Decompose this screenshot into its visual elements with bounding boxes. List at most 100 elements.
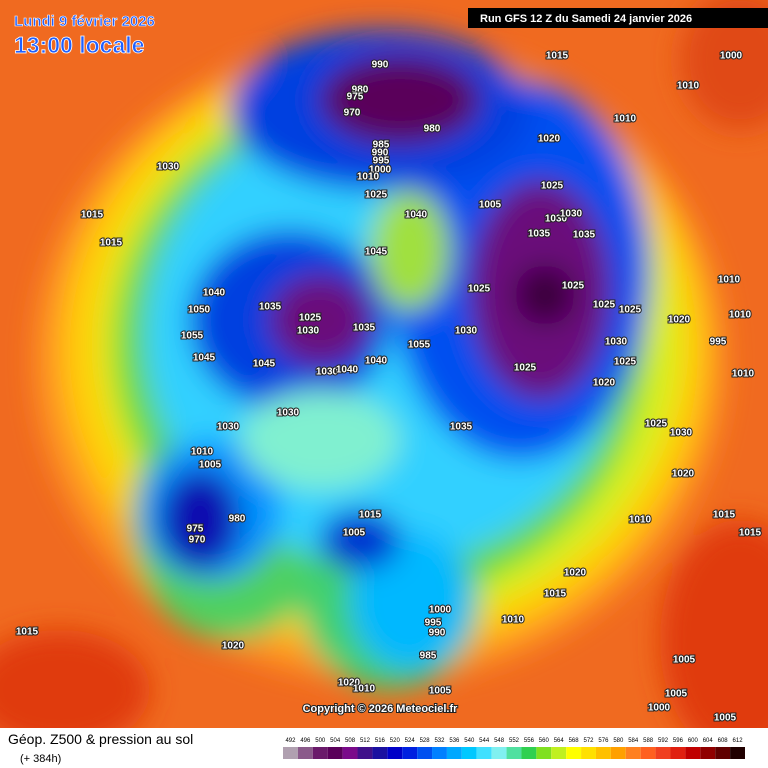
colorbar-label: 612 bbox=[733, 738, 744, 744]
colorbar-label: 544 bbox=[479, 738, 490, 744]
colorbar-label: 580 bbox=[613, 738, 624, 744]
pressure-label: 970 bbox=[189, 535, 206, 546]
pressure-label: 1020 bbox=[672, 469, 695, 480]
pressure-label: 1005 bbox=[343, 528, 366, 539]
pressure-label: 1020 bbox=[538, 134, 561, 145]
colorbar-label: 548 bbox=[494, 738, 505, 744]
run-box bbox=[468, 8, 768, 28]
pressure-label: 1035 bbox=[450, 422, 473, 433]
pressure-label: 1030 bbox=[316, 367, 339, 378]
pressure-label: 1045 bbox=[365, 247, 388, 258]
pressure-label: 1015 bbox=[100, 238, 123, 249]
pressure-label: 1005 bbox=[673, 655, 696, 666]
pressure-label: 985 bbox=[420, 651, 437, 662]
colorbar-swatch bbox=[342, 747, 358, 759]
colorbar-swatch bbox=[700, 747, 716, 759]
colorbar-swatch bbox=[491, 747, 507, 759]
colorbar-swatch bbox=[551, 747, 567, 759]
pressure-label: 1025 bbox=[299, 313, 322, 324]
pressure-label: 1005 bbox=[479, 200, 502, 211]
pressure-label: 1030 bbox=[277, 408, 300, 419]
pressure-label: 1030 bbox=[217, 422, 240, 433]
pressure-label: 1025 bbox=[562, 281, 585, 292]
colorbar-label: 568 bbox=[569, 738, 580, 744]
colorbar-label: 560 bbox=[539, 738, 550, 744]
pressure-label: 1025 bbox=[365, 190, 388, 201]
pressure-label: 1020 bbox=[564, 568, 587, 579]
colorbar-swatch bbox=[402, 747, 418, 759]
pressure-label: 1005 bbox=[714, 713, 737, 724]
pressure-label: 980 bbox=[352, 85, 369, 96]
colorbar-label: 600 bbox=[688, 738, 699, 744]
colorbar-swatch bbox=[327, 747, 343, 759]
pressure-label: 1055 bbox=[408, 340, 431, 351]
forecast-time: 13:00 locale bbox=[14, 32, 144, 58]
colorbar-label: 552 bbox=[509, 738, 520, 744]
pressure-label: 1030 bbox=[560, 209, 583, 220]
pressure-label: 1005 bbox=[199, 460, 222, 471]
run-info: Run GFS 12 Z du Samedi 24 janvier 2026 bbox=[480, 13, 692, 25]
colorbar-swatch bbox=[521, 747, 537, 759]
colorbar-label: 536 bbox=[449, 738, 460, 744]
pressure-label: 1030 bbox=[545, 214, 568, 225]
colorbar-label: 604 bbox=[703, 738, 714, 744]
colorbar-swatch bbox=[297, 747, 313, 759]
pressure-label: 995 bbox=[710, 337, 727, 348]
pressure-label: 1030 bbox=[455, 326, 478, 337]
colorbar-swatch bbox=[283, 747, 298, 759]
colorbar-swatch bbox=[640, 747, 656, 759]
pressure-label: 1000 bbox=[648, 703, 671, 714]
pressure-label: 1040 bbox=[203, 288, 226, 299]
colorbar-label: 576 bbox=[598, 738, 609, 744]
pressure-label: 975 bbox=[187, 524, 204, 535]
pressure-label: 980 bbox=[424, 124, 441, 135]
colorbar-label: 588 bbox=[643, 738, 654, 744]
colorbar-swatch bbox=[372, 747, 388, 759]
colorbar-label: 508 bbox=[345, 738, 356, 744]
colorbar-swatch bbox=[655, 747, 671, 759]
pressure-label: 1010 bbox=[677, 81, 700, 92]
colorbar-swatch bbox=[625, 747, 641, 759]
pressure-label: 1010 bbox=[614, 114, 637, 125]
colorbar-swatch bbox=[685, 747, 701, 759]
colorbar-swatch bbox=[730, 747, 745, 759]
pressure-label: 990 bbox=[372, 60, 389, 71]
pressure-label: 1035 bbox=[353, 323, 376, 334]
pressure-label: 1025 bbox=[541, 181, 564, 192]
pressure-label: 1050 bbox=[188, 305, 211, 316]
pressure-label: 1030 bbox=[297, 326, 320, 337]
copyright: Copyright © 2026 Meteociel.fr bbox=[303, 703, 459, 715]
colorbar-label: 500 bbox=[315, 738, 326, 744]
colorbar-label: 584 bbox=[628, 738, 639, 744]
pressure-label: 1035 bbox=[259, 302, 282, 313]
pressure-label: 990 bbox=[429, 628, 446, 639]
pressure-label: 1020 bbox=[668, 315, 691, 326]
colorbar-swatch bbox=[417, 747, 433, 759]
colorbar-label: 556 bbox=[524, 738, 535, 744]
colorbar-label: 564 bbox=[554, 738, 565, 744]
pressure-label: 1015 bbox=[546, 51, 569, 62]
pressure-label: 1040 bbox=[365, 356, 388, 367]
pressure-label: 1010 bbox=[732, 369, 755, 380]
colorbar-label: 540 bbox=[464, 738, 475, 744]
pressure-labels: 9909809759709809859909951000101010251030… bbox=[15, 50, 763, 725]
pressure-label: 970 bbox=[344, 108, 361, 119]
pressure-label: 1020 bbox=[338, 678, 361, 689]
pressure-label: 1000 bbox=[720, 51, 743, 62]
pressure-label: 1015 bbox=[713, 510, 736, 521]
colorbar-swatch bbox=[476, 747, 492, 759]
colorbar-label: 572 bbox=[584, 738, 595, 744]
pressure-label: 1040 bbox=[405, 210, 428, 221]
pressure-label: 1035 bbox=[573, 230, 596, 241]
pressure-label: 1025 bbox=[468, 284, 491, 295]
colorbar-label: 516 bbox=[375, 738, 386, 744]
pressure-label: 1015 bbox=[16, 627, 39, 638]
pressure-label: 1005 bbox=[429, 686, 452, 697]
colorbar-label: 608 bbox=[718, 738, 729, 744]
pressure-label: 1000 bbox=[369, 165, 392, 176]
footer-title: Géop. Z500 & pression au sol bbox=[8, 731, 193, 747]
pressure-label: 1010 bbox=[191, 447, 214, 458]
pressure-label: 1015 bbox=[81, 210, 104, 221]
